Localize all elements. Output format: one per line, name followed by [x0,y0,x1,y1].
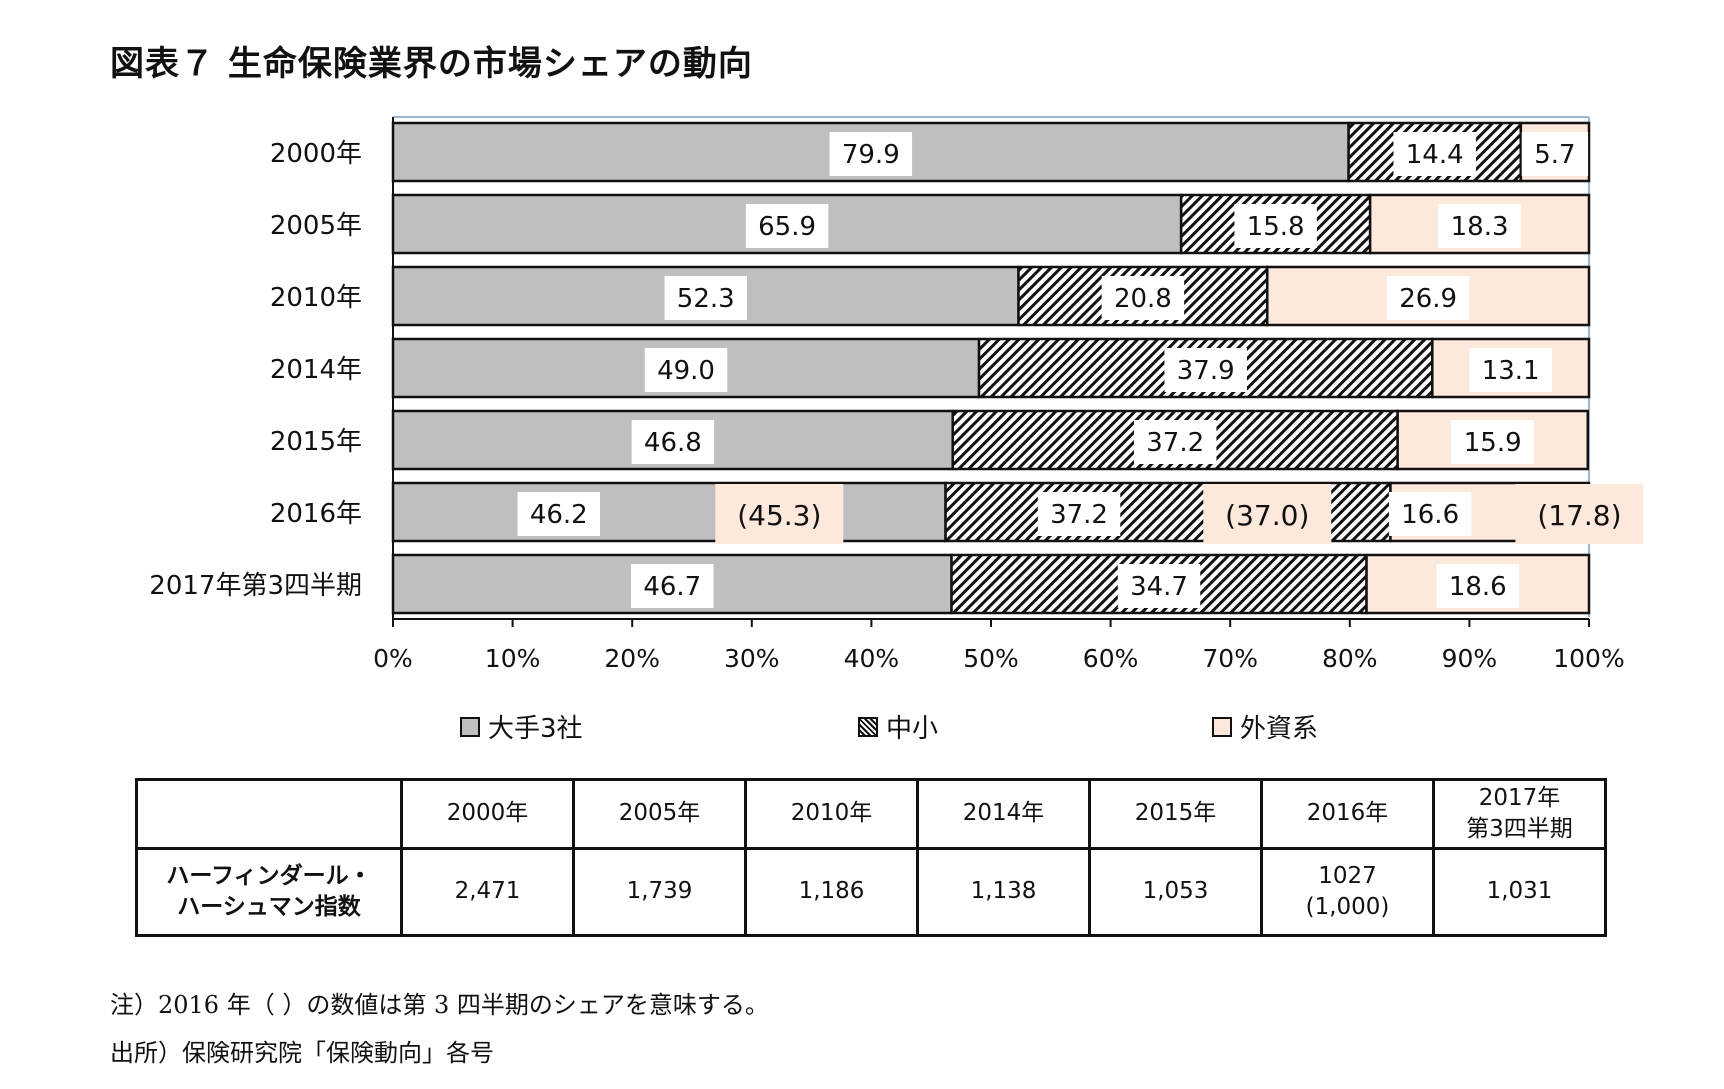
annotation-2016q3: (45.3) [737,499,821,532]
data-label: 13.1 [1482,356,1540,386]
data-label-bg [664,276,747,320]
legend-label-large3: 大手3社 [488,714,583,744]
annotation-2016q3: (37.0) [1225,499,1309,532]
data-label-bg [1386,276,1470,320]
legend-swatch-foreign [1212,716,1232,737]
data-label: 65.9 [758,212,816,242]
chart-title: 図表７ 生命保険業界の市場シェアの動向 [110,44,753,84]
data-label-bg [1164,348,1247,392]
stacked-bar-chart: 2000年 79.9 14.4 5.7 2005年 65.9 15.8 18.3 2010年 52… [149,116,1644,673]
bar-segment [391,481,947,543]
data-label-bg [1469,348,1552,392]
x-tick-label: 50% [963,644,1019,673]
annotation-2016q3-bg [1515,484,1644,544]
table-header-cell: 2010年 [744,778,919,850]
y-tick-label: 2014年 [270,355,362,385]
data-label-bg [644,348,728,392]
data-label-bg [1393,132,1476,176]
x-tick-label: 60% [1083,644,1139,673]
data-label-bg [1037,492,1121,536]
table-cell: 1,138 [916,847,1091,937]
table-header-row: 2000年 2005年 2010年 2014年 2015年 2016年 2017… [135,778,1607,850]
data-label-bg [829,132,913,176]
x-tick-label: 70% [1202,644,1258,673]
data-label: 15.9 [1464,428,1522,458]
data-label-bg [1438,204,1521,248]
data-label-bg [1451,420,1534,464]
source-text: 出所）保険研究院「保険動向」各号 [110,1039,494,1067]
data-label: 52.3 [677,284,735,314]
table-header-cell [135,778,403,850]
data-label: 37.9 [1177,356,1235,386]
data-label-bg [1436,564,1520,608]
data-label: 46.8 [644,428,702,458]
data-label-bg [631,564,714,608]
data-label-bg [1521,132,1589,176]
data-label: 15.8 [1247,212,1305,242]
x-tick-label: 30% [724,644,780,673]
legend-label-small: 中小 [886,714,939,744]
data-label: 16.6 [1401,500,1459,530]
annotation-2016q3: (17.8) [1537,499,1621,532]
data-label: 34.7 [1130,572,1188,602]
legend-item-large3: 大手3社 [460,708,583,745]
legend-swatch-large3 [460,716,480,737]
y-tick-label: 2010年 [270,283,362,313]
data-label: 14.4 [1406,140,1464,170]
data-label-bg [1388,492,1472,536]
data-label: 46.2 [530,500,588,530]
data-label-bg [1234,204,1317,248]
legend-label-foreign: 外資系 [1240,714,1319,744]
table-cell: 1,739 [572,847,747,937]
data-label: 26.9 [1399,284,1457,314]
data-label: 37.2 [1050,500,1108,530]
data-label-bg [745,204,829,248]
table-header-cell: 2016年 [1260,778,1435,850]
y-tick-label: 2015年 [270,427,362,457]
data-label-bg [517,492,601,536]
annotation-2016q3-bg [715,484,844,544]
x-tick-label: 0% [373,644,413,673]
table-header-cell: 2000年 [400,778,575,850]
x-tick-label: 100% [1553,644,1624,673]
table-cell: 1,053 [1088,847,1263,937]
data-label: 37.2 [1146,428,1204,458]
table-header-cell: 2015年 [1088,778,1263,850]
note-text: 注）2016 年（ ）の数値は第 3 四半期のシェアを意味する。 [110,991,769,1019]
y-tick-label: 2005年 [270,211,362,241]
table-header-cell: 2014年 [916,778,1091,850]
annotation-2016q3-bg [1203,484,1332,544]
table-row: ハーフィンダール・ ハーシュマン指数 2,471 1,739 1,186 1,1… [135,847,1607,937]
table-header-cell: 2017年 第3四半期 [1432,778,1607,850]
data-label: 18.3 [1451,212,1509,242]
x-tick-label: 20% [604,644,660,673]
x-tick-label: 80% [1322,644,1378,673]
legend-item-foreign: 外資系 [1212,708,1318,745]
table-cell: 1,186 [744,847,919,937]
data-label-bg [1133,420,1217,464]
table-cell: 1,031 [1432,847,1607,937]
x-tick-label: 90% [1442,644,1498,673]
table-row-label: ハーフィンダール・ ハーシュマン指数 [135,847,403,937]
legend-swatch-small [858,716,878,737]
data-label-bg [631,420,715,464]
y-tick-label: 2016年 [270,499,362,529]
table-header-cell: 2005年 [572,778,747,850]
x-tick-label: 10% [485,644,541,673]
x-tick-label: 40% [844,644,900,673]
data-label: 18.6 [1449,572,1507,602]
data-label: 20.8 [1114,284,1172,314]
y-tick-label: 2017年第3四半期 [149,571,362,601]
legend-item-small: 中小 [858,708,938,745]
y-tick-label: 2000年 [270,139,362,169]
data-label: 5.7 [1534,140,1575,170]
data-label-bg [1101,276,1185,320]
data-label: 49.0 [657,356,715,386]
data-label: 46.7 [643,572,701,602]
table-cell: 2,471 [400,847,575,937]
table-cell: 1027 (1,000) [1260,847,1435,937]
data-label: 79.9 [842,140,900,170]
hhi-table: 2000年 2005年 2010年 2014年 2015年 2016年 2017… [135,778,1607,937]
data-label-bg [1117,564,1201,608]
